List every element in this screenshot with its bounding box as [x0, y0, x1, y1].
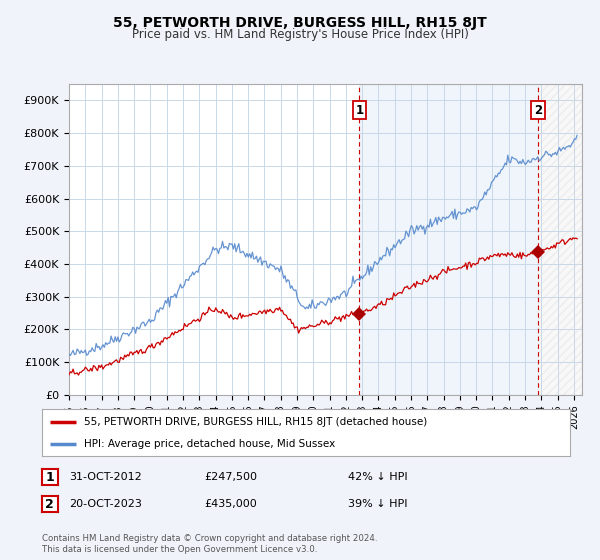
Text: 1: 1 [355, 104, 364, 116]
Text: 42% ↓ HPI: 42% ↓ HPI [348, 472, 407, 482]
Text: 55, PETWORTH DRIVE, BURGESS HILL, RH15 8JT: 55, PETWORTH DRIVE, BURGESS HILL, RH15 8… [113, 16, 487, 30]
Text: 1: 1 [46, 470, 54, 484]
Text: 55, PETWORTH DRIVE, BURGESS HILL, RH15 8JT (detached house): 55, PETWORTH DRIVE, BURGESS HILL, RH15 8… [84, 417, 427, 427]
Bar [538, 84, 582, 395]
Text: HPI: Average price, detached house, Mid Sussex: HPI: Average price, detached house, Mid … [84, 438, 335, 449]
Text: Price paid vs. HM Land Registry's House Price Index (HPI): Price paid vs. HM Land Registry's House … [131, 28, 469, 41]
Text: 39% ↓ HPI: 39% ↓ HPI [348, 499, 407, 509]
Text: 31-OCT-2012: 31-OCT-2012 [69, 472, 142, 482]
Text: 2: 2 [534, 104, 542, 116]
Bar [359, 84, 538, 395]
Bar [538, 84, 582, 395]
Text: 2: 2 [46, 497, 54, 511]
Text: 20-OCT-2023: 20-OCT-2023 [69, 499, 142, 509]
Text: £247,500: £247,500 [204, 472, 257, 482]
Text: Contains HM Land Registry data © Crown copyright and database right 2024.
This d: Contains HM Land Registry data © Crown c… [42, 534, 377, 554]
Bar [538, 84, 582, 395]
Text: £435,000: £435,000 [204, 499, 257, 509]
